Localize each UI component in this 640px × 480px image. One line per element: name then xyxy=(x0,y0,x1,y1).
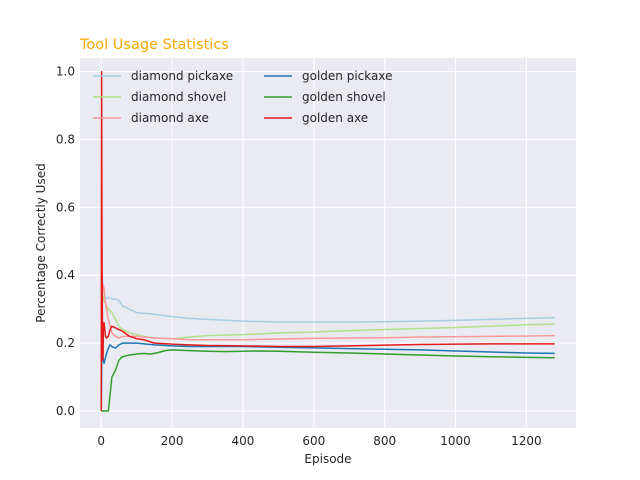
y-tick-label: 0.8 xyxy=(56,132,75,146)
series-line-diamond-axe xyxy=(100,241,555,341)
y-tick-label: 0.2 xyxy=(56,336,75,350)
legend-label-diamond-pickaxe: diamond pickaxe xyxy=(131,69,233,83)
series-line-golden-axe xyxy=(100,70,555,412)
x-tick-label: 1000 xyxy=(440,434,471,448)
legend: diamond pickaxe diamond shovel diamond axe… xyxy=(93,69,392,125)
x-axis-label: Episode xyxy=(304,452,351,466)
legend-label-diamond-axe: diamond axe xyxy=(131,111,209,125)
series-line-golden-pickaxe xyxy=(100,342,555,412)
series-lines xyxy=(100,70,555,412)
y-tick-label: 1.0 xyxy=(56,65,75,79)
x-tick-label: 600 xyxy=(302,434,325,448)
x-axis-ticks: 0 200 400 600 800 1000 1200 xyxy=(97,434,541,448)
y-tick-label: 0.0 xyxy=(56,404,75,418)
legend-label-golden-axe: golden axe xyxy=(302,111,368,125)
plot-area xyxy=(80,58,576,428)
legend-label-diamond-shovel: diamond shovel xyxy=(131,90,226,104)
legend-label-golden-shovel: golden shovel xyxy=(302,90,386,104)
x-tick-label: 400 xyxy=(232,434,255,448)
x-tick-label: 800 xyxy=(373,434,396,448)
x-tick-label: 0 xyxy=(97,434,105,448)
x-tick-label: 200 xyxy=(161,434,184,448)
grid xyxy=(80,58,576,428)
x-tick-label: 1200 xyxy=(511,434,542,448)
y-tick-label: 0.4 xyxy=(56,268,75,282)
y-tick-label: 0.6 xyxy=(56,200,75,214)
chart-title: Tool Usage Statistics xyxy=(79,37,229,53)
series-line-golden-shovel xyxy=(101,349,555,412)
y-axis-label: Percentage Correctly Used xyxy=(34,163,48,322)
legend-label-golden-pickaxe: golden pickaxe xyxy=(302,69,392,83)
y-axis-ticks: 0.0 0.2 0.4 0.6 0.8 1.0 xyxy=(56,65,75,418)
